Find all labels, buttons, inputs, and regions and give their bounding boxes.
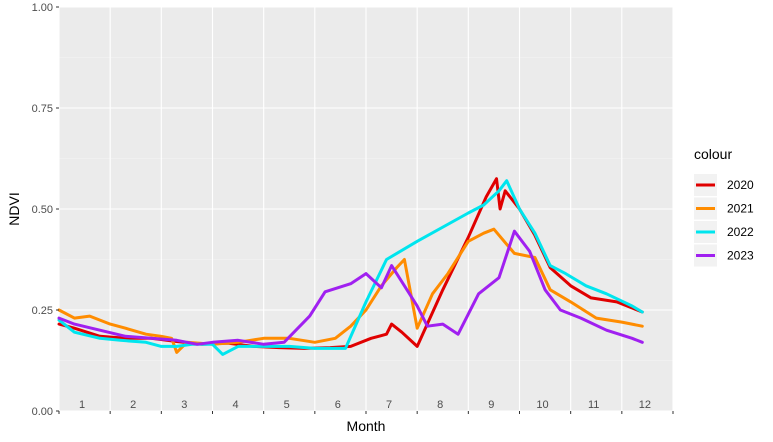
legend-label-2020: 2020 xyxy=(727,178,754,192)
month-label: 11 xyxy=(588,399,599,411)
month-label: 5 xyxy=(284,399,290,411)
y-axis-title: NDVI xyxy=(6,192,22,225)
series-line-2022 xyxy=(57,179,644,356)
month-label: 6 xyxy=(335,399,341,411)
legend: colour 2020 2021 2022 2023 xyxy=(694,146,754,267)
y-tick-label: 0.75 xyxy=(32,103,53,115)
legend-title: colour xyxy=(694,146,732,162)
month-label: 7 xyxy=(386,399,392,411)
month-label: 1 xyxy=(79,399,85,411)
y-tick-label: 0.50 xyxy=(32,204,53,216)
legend-label-2023: 2023 xyxy=(727,249,754,263)
month-label: 9 xyxy=(488,399,494,411)
series-line-2023 xyxy=(57,229,644,346)
month-label: 12 xyxy=(639,399,651,411)
y-tick-label: 0.25 xyxy=(32,305,53,317)
month-label: 4 xyxy=(232,399,238,411)
legend-label-2021: 2021 xyxy=(727,202,754,216)
month-label: 2 xyxy=(130,399,136,411)
y-tick-label: 0.00 xyxy=(32,406,53,418)
series-lines xyxy=(57,177,644,356)
x-axis-title: Month xyxy=(347,418,386,434)
axes: 0.000.250.500.751.001 2 3 4 5 6 7 8 9 10 11 12 xyxy=(32,2,674,418)
month-label: 10 xyxy=(536,399,548,411)
legend-label-2022: 2022 xyxy=(727,225,754,239)
month-label: 8 xyxy=(437,399,443,411)
y-tick-label: 1.00 xyxy=(32,2,53,14)
month-label: 3 xyxy=(181,399,187,411)
